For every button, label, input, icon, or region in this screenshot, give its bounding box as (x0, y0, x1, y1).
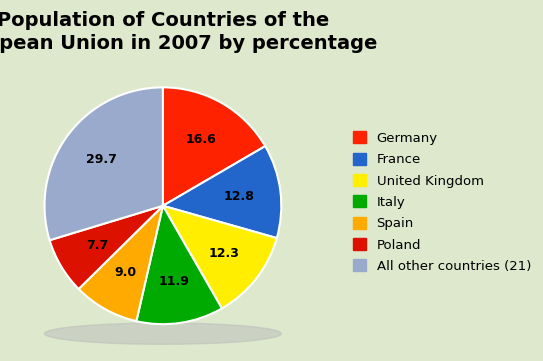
Wedge shape (163, 146, 281, 238)
Wedge shape (45, 87, 163, 240)
Wedge shape (163, 87, 265, 206)
Text: 7.7: 7.7 (86, 239, 108, 252)
Text: 12.8: 12.8 (224, 190, 255, 203)
Wedge shape (79, 206, 163, 321)
Legend: Germany, France, United Kingdom, Italy, Spain, Poland, All other countries (21): Germany, France, United Kingdom, Italy, … (353, 131, 531, 273)
Ellipse shape (45, 323, 281, 344)
Text: 12.3: 12.3 (208, 247, 239, 260)
Wedge shape (136, 206, 222, 324)
Wedge shape (49, 206, 163, 289)
Wedge shape (163, 206, 277, 308)
Text: 11.9: 11.9 (159, 275, 190, 288)
Text: 16.6: 16.6 (186, 132, 217, 145)
Text: 9.0: 9.0 (115, 266, 136, 279)
Text: 29.7: 29.7 (86, 153, 117, 166)
Text: Population of Countries of the
European Union in 2007 by percentage: Population of Countries of the European … (0, 11, 377, 53)
